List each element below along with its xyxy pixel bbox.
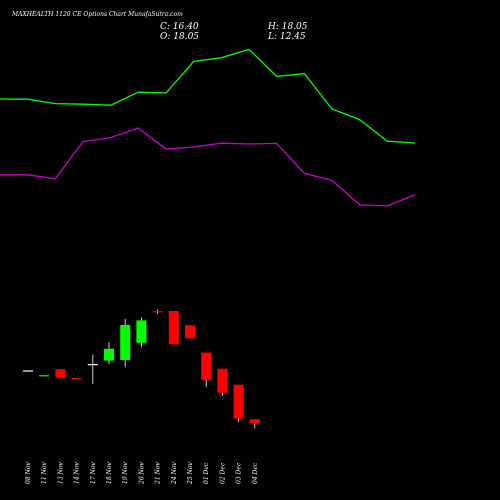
x-tick-label: 03 Dec [236, 462, 243, 484]
x-tick-label: 18 Nov [106, 462, 113, 484]
candle-body [136, 320, 147, 343]
candle-body [39, 375, 50, 377]
candle-body [120, 325, 131, 360]
x-tick-label: 19 Nov [122, 462, 129, 484]
x-tick-label: 14 Nov [74, 462, 81, 484]
open-value: O: 18.05 [160, 32, 199, 42]
candle-body [23, 370, 33, 372]
candle-body [185, 325, 195, 339]
candle-body [201, 352, 212, 380]
candle-body [217, 368, 228, 393]
candle-body [168, 311, 179, 345]
candle-body [87, 364, 98, 366]
x-tick-label: 04 Dec [252, 462, 259, 484]
x-tick-label: 13 Nov [57, 462, 64, 484]
x-tick-label: 24 Nov [171, 462, 178, 485]
low-value: L: 12.45 [267, 32, 306, 42]
candle-body [104, 348, 114, 361]
x-tick-label: 02 Dec [219, 462, 226, 484]
x-tick-label: 08 Nov [25, 462, 32, 484]
x-tick-label: 01 Dec [203, 462, 210, 484]
x-tick-label: 17 Nov [90, 462, 97, 484]
candle-body [71, 378, 82, 380]
chart-title: MAXHEALTH 1120 CE Options Chart MunafaSu… [11, 11, 183, 18]
candle-body [152, 311, 163, 313]
lower-band-line [0, 127, 416, 207]
x-axis-ticks: 08 Nov 11 Nov 13 Nov 14 Nov 17 Nov 18 Nov 19 N… [25, 462, 259, 485]
close-value: C: 16.40 [160, 22, 199, 32]
x-tick-label: 21 Nov [155, 462, 162, 485]
candle-body [233, 384, 244, 419]
x-tick-label: 20 Nov [138, 462, 145, 485]
candles-group [23, 309, 260, 428]
x-tick-label: 11 Nov [41, 462, 48, 484]
candle-body [249, 419, 260, 424]
candle-body [55, 369, 66, 378]
high-value: H: 18.05 [267, 22, 308, 32]
upper-band-line [0, 48, 416, 144]
x-tick-label: 25 Nov [187, 462, 194, 485]
